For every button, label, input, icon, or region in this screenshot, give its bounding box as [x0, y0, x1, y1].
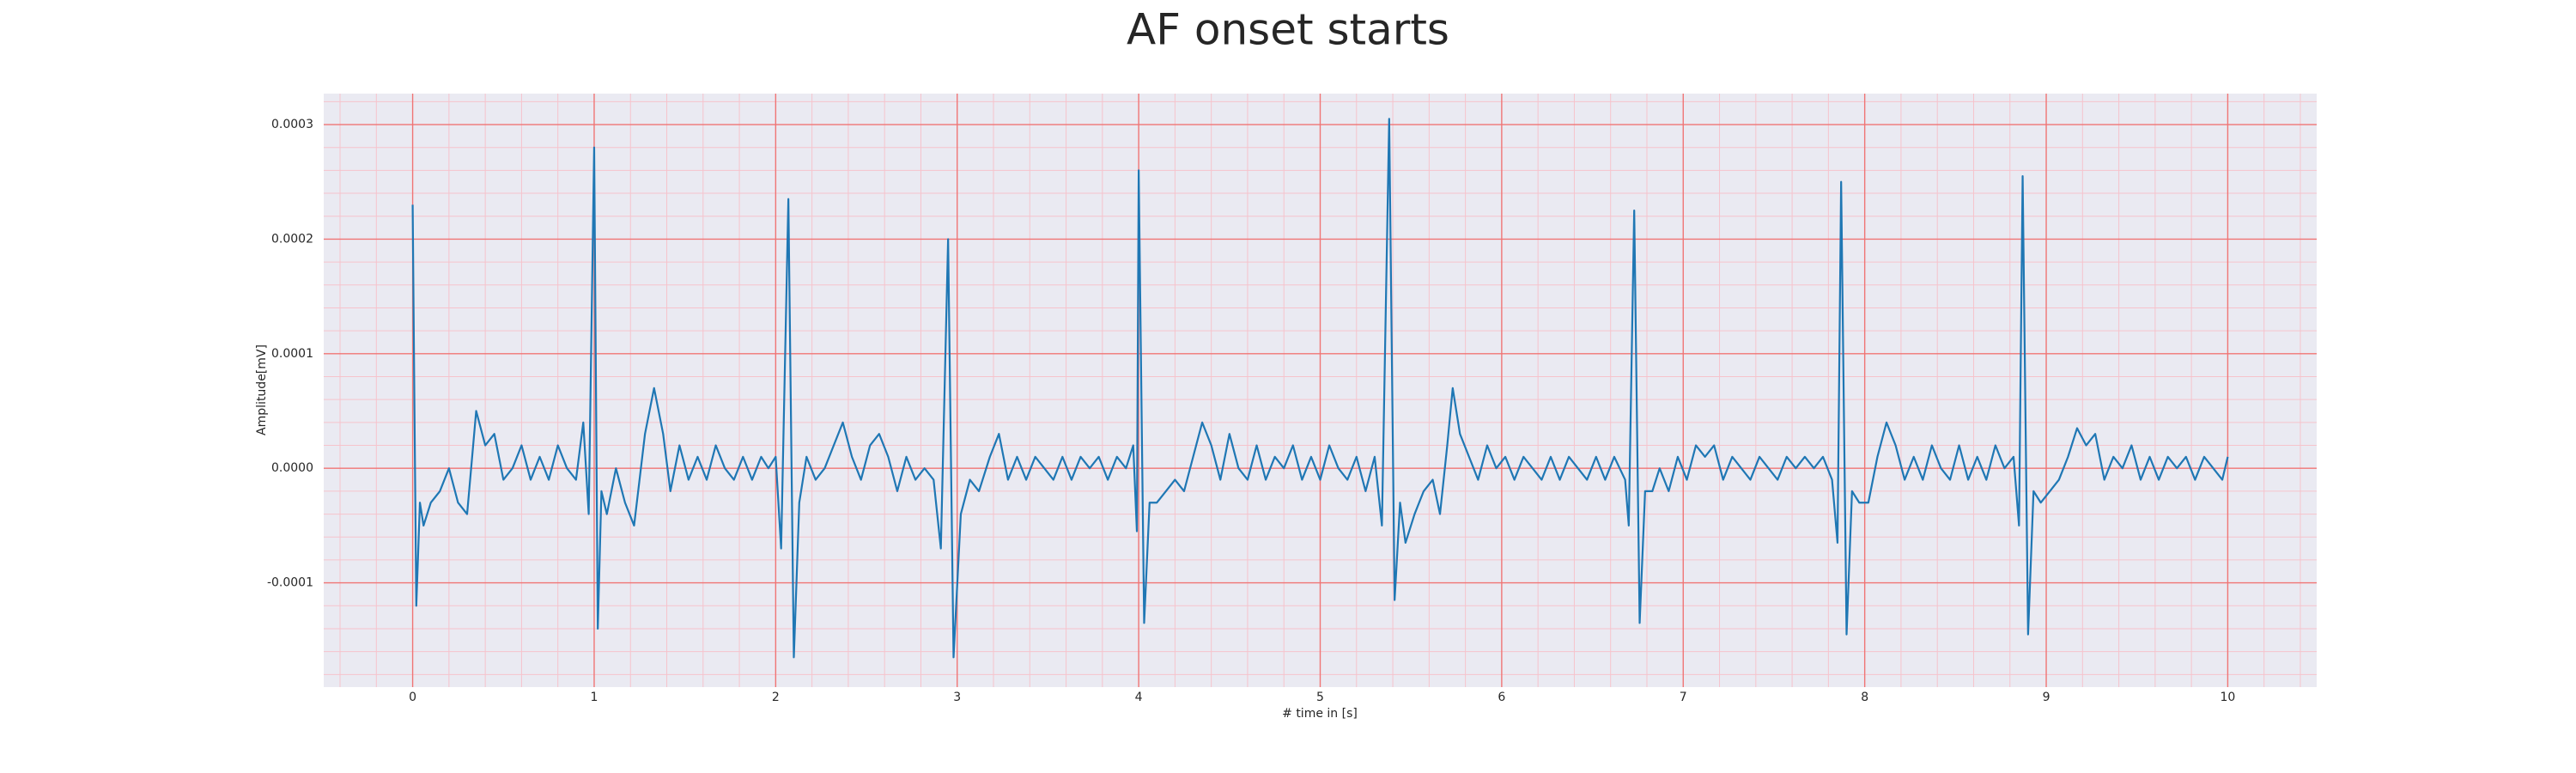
- x-tick-label: 6: [1498, 691, 1505, 704]
- x-tick-label: 5: [1316, 691, 1324, 704]
- y-axis-label: Amplitude[mV]: [255, 344, 269, 435]
- x-tick-label: 2: [772, 691, 780, 704]
- y-tick-label: 0.0003: [271, 118, 313, 131]
- x-tick-label: 7: [1680, 691, 1687, 704]
- data-line: [411, 118, 2229, 659]
- x-tick-label: 9: [2043, 691, 2050, 704]
- x-tick-label: 1: [591, 691, 598, 704]
- chart-title: AF onset starts: [1127, 5, 1449, 55]
- y-tick-label: 0.0001: [271, 347, 313, 361]
- y-tick-label: -0.0001: [267, 576, 313, 590]
- y-tick-label: 0.0002: [271, 232, 313, 246]
- y-tick-label: 0.0000: [271, 461, 313, 475]
- x-tick-label: 0: [409, 691, 416, 704]
- x-tick-label: 4: [1135, 691, 1143, 704]
- x-tick-label: 10: [2221, 691, 2236, 704]
- x-tick-label: 3: [953, 691, 961, 704]
- x-tick-label: 8: [1861, 691, 1868, 704]
- x-axis-label: # time in [s]: [1282, 707, 1358, 721]
